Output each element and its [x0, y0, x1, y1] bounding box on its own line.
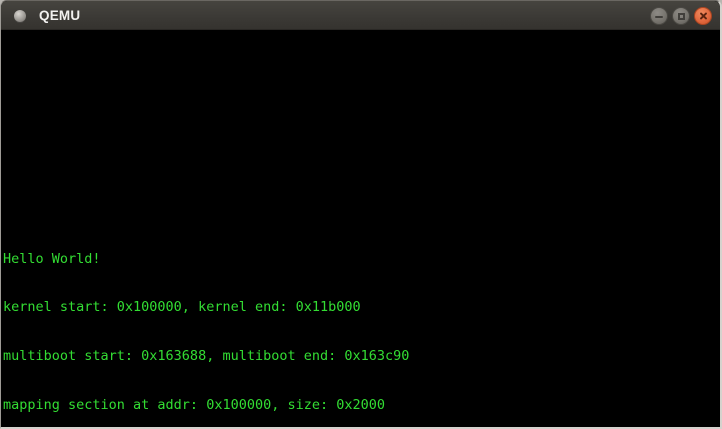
console-line: Hello World!: [3, 250, 101, 267]
console-output: Hello World! kernel start: 0x100000, ker…: [3, 218, 720, 427]
qemu-app-icon: [14, 10, 26, 22]
maximize-icon: [677, 12, 685, 20]
console-line: mapping section at addr: 0x100000, size:…: [3, 397, 386, 414]
console-line: multiboot start: 0x163688, multiboot end…: [3, 348, 410, 365]
close-button[interactable]: [694, 7, 712, 25]
window-controls: [650, 7, 712, 25]
minimize-button[interactable]: [650, 7, 668, 25]
minimize-icon: [655, 15, 663, 18]
window-title: QEMU: [39, 8, 81, 23]
maximize-button[interactable]: [672, 7, 690, 25]
window-titlebar[interactable]: QEMU: [1, 1, 720, 30]
console-line: kernel start: 0x100000, kernel end: 0x11…: [3, 299, 361, 316]
close-icon: [695, 8, 711, 24]
terminal-screen[interactable]: Hello World! kernel start: 0x100000, ker…: [1, 30, 720, 427]
